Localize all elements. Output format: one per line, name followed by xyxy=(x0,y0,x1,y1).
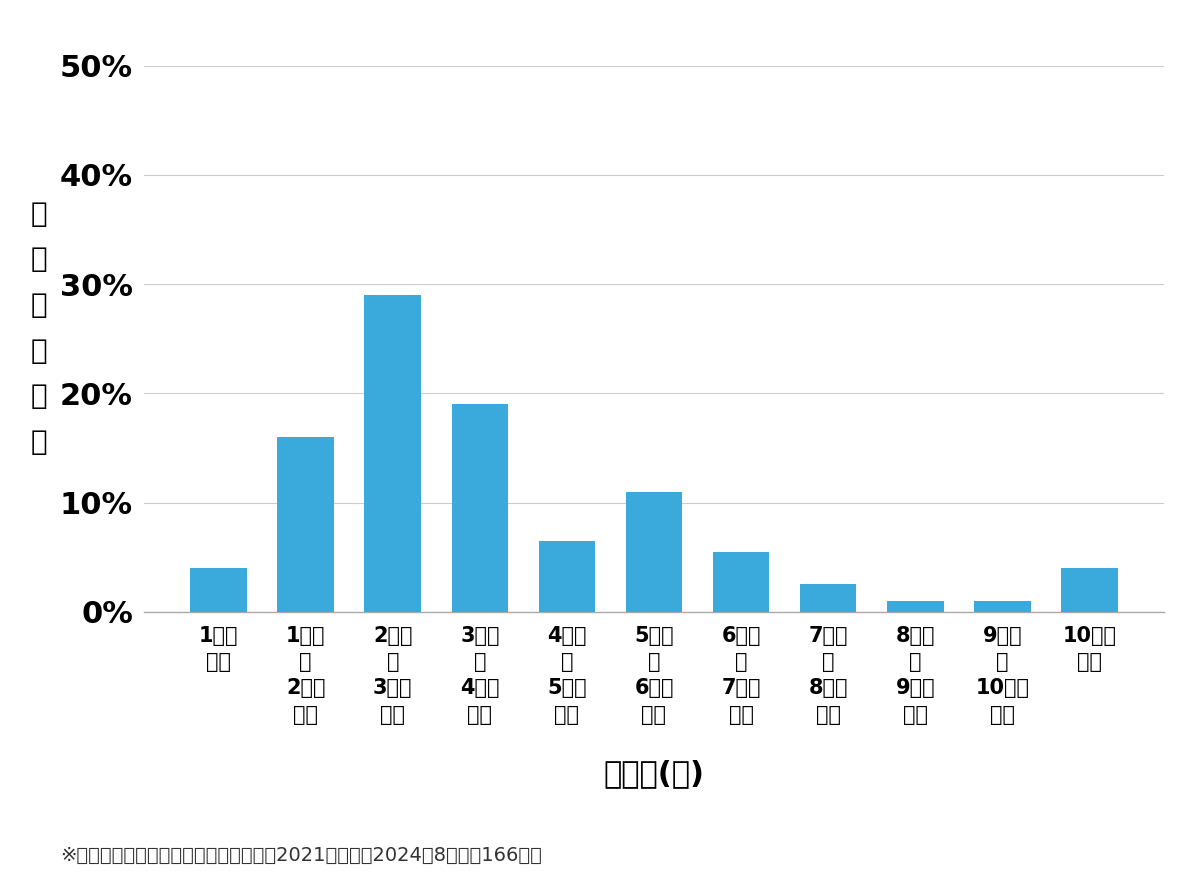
Bar xyxy=(887,601,943,612)
Y-axis label: 価
格
帯
の
割
合: 価 格 帯 の 割 合 xyxy=(31,200,47,455)
Bar xyxy=(800,585,857,612)
Bar xyxy=(365,295,421,612)
Bar xyxy=(974,601,1031,612)
Bar xyxy=(1061,568,1117,612)
Bar xyxy=(451,404,508,612)
Bar xyxy=(713,551,769,612)
Text: ※弊社受付の案件を対象に集計（期間：2021年１月〜2024年8月、計166件）: ※弊社受付の案件を対象に集計（期間：2021年１月〜2024年8月、計166件） xyxy=(60,846,542,865)
X-axis label: 価格帯(円): 価格帯(円) xyxy=(604,760,704,788)
Bar xyxy=(625,491,683,612)
Bar xyxy=(539,541,595,612)
Bar xyxy=(191,568,247,612)
Bar xyxy=(277,437,334,612)
